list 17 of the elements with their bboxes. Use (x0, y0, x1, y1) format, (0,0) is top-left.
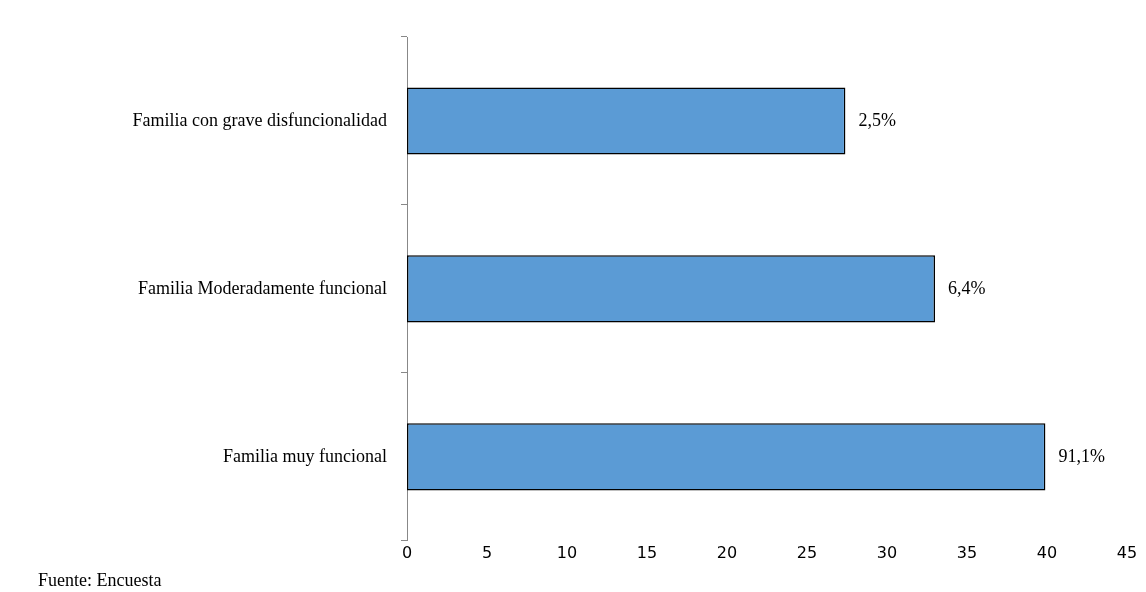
x-tick-label: 45 (1116, 542, 1138, 562)
x-tick-label: 30 (876, 542, 898, 562)
x-tick-label: 25 (796, 542, 818, 562)
annotation: 91,1% (1058, 445, 1105, 466)
y-tick-label: Familia muy funcional (223, 445, 387, 466)
annotation: 2,5% (858, 109, 896, 130)
x-tick-label: 15 (636, 542, 658, 562)
annotation: 6,4% (948, 277, 986, 298)
x-tick-label: 20 (716, 542, 738, 562)
x-tick-label: 10 (556, 542, 578, 562)
y-tick-label: Familia Moderadamente funcional (138, 277, 387, 298)
x-tick-label: 35 (956, 542, 978, 562)
x-tick-label: 0 (401, 542, 413, 562)
x-tick-label: 40 (1036, 542, 1058, 562)
x-tick-label: 5 (481, 542, 493, 562)
y-tick-label: Familia con grave disfuncionalidad (132, 109, 387, 130)
source-note: Fuente: Encuesta (38, 569, 162, 590)
